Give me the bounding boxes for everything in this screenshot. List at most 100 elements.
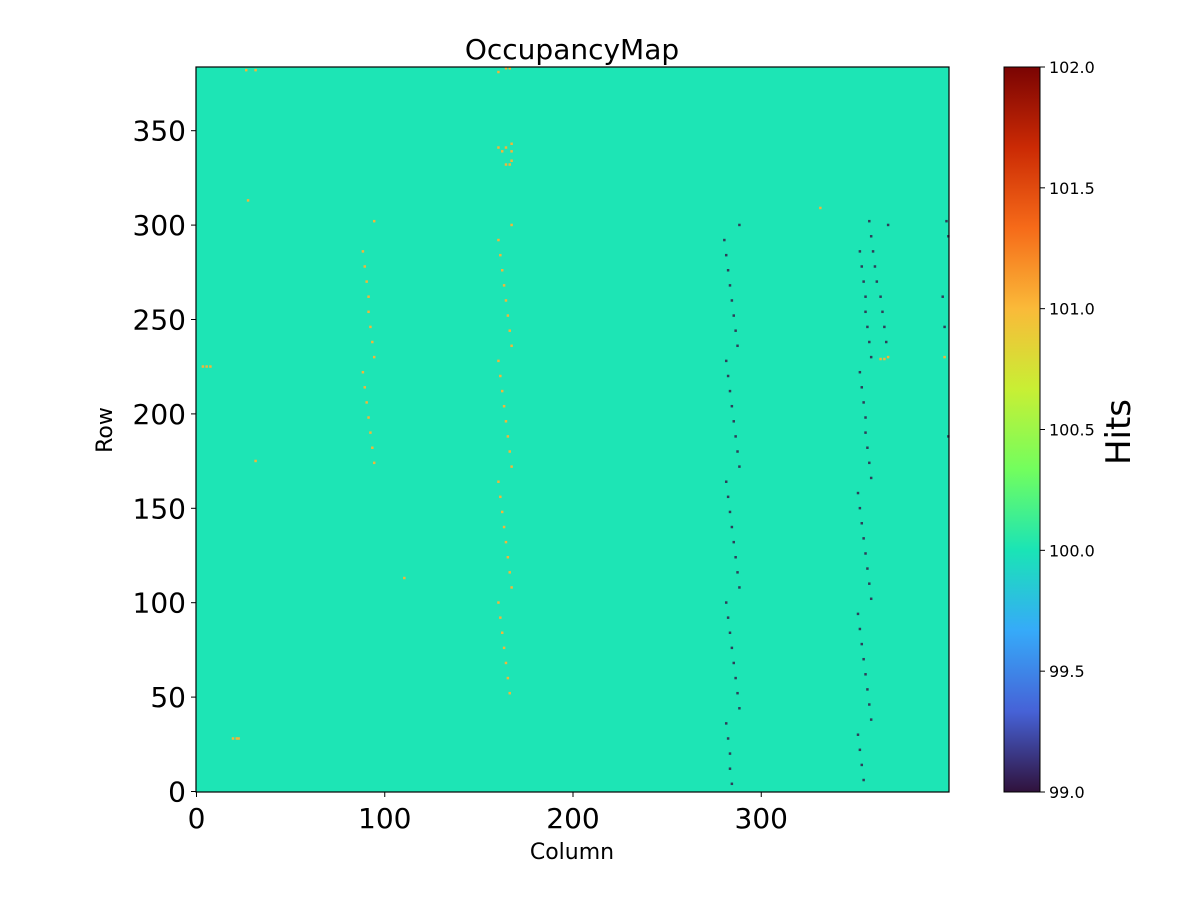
hot-pixel-high bbox=[497, 70, 500, 74]
hot-pixel-low bbox=[869, 235, 873, 238]
hot-pixel-high bbox=[246, 199, 250, 202]
hot-pixel-low bbox=[866, 567, 869, 570]
hot-pixel-high bbox=[371, 446, 374, 449]
hot-pixel-low bbox=[734, 329, 737, 332]
hot-pixel-low bbox=[864, 295, 867, 298]
x-tick-label: 200 bbox=[546, 802, 599, 835]
hot-pixel-high bbox=[201, 365, 205, 368]
hot-pixel-high bbox=[508, 691, 511, 695]
hot-pixel-low bbox=[728, 389, 732, 393]
hot-pixel-high bbox=[361, 250, 365, 253]
hot-pixel-low bbox=[860, 642, 864, 646]
y-tick-label: 350 bbox=[133, 115, 186, 148]
x-axis: 0 100 200 300 bbox=[188, 792, 788, 835]
hot-pixel-high bbox=[367, 416, 370, 419]
hot-pixel-high bbox=[502, 404, 506, 408]
hot-pixel-low bbox=[724, 480, 728, 483]
hot-pixel-high bbox=[365, 401, 368, 404]
hot-pixel-high bbox=[244, 68, 248, 72]
hot-pixel-low bbox=[860, 265, 864, 268]
hot-pixel-low bbox=[875, 280, 879, 283]
hot-pixel-high bbox=[504, 299, 508, 302]
hot-pixel-low bbox=[724, 253, 728, 257]
hot-pixel-low bbox=[858, 250, 862, 253]
hot-pixel-high bbox=[508, 163, 511, 166]
hot-pixel-low bbox=[869, 597, 873, 601]
y-tick-label: 100 bbox=[133, 587, 186, 620]
hot-pixel-low bbox=[858, 627, 862, 631]
hot-pixel-high bbox=[361, 370, 365, 374]
hot-pixel-high bbox=[231, 737, 235, 740]
hot-pixel-low bbox=[730, 299, 734, 302]
hot-pixel-low bbox=[860, 763, 864, 767]
hot-pixel-high bbox=[510, 344, 513, 348]
hot-pixel-low bbox=[873, 265, 877, 268]
hot-pixel-low bbox=[862, 537, 865, 540]
hot-pixel-low bbox=[732, 540, 735, 544]
hot-pixel-low bbox=[860, 522, 864, 525]
hot-pixel-low bbox=[947, 235, 950, 238]
hot-pixel-low bbox=[868, 340, 871, 344]
hot-pixel-high bbox=[506, 314, 510, 317]
y-tick-label: 200 bbox=[133, 398, 186, 431]
hot-pixel-high bbox=[499, 495, 502, 499]
heatmap-cells bbox=[201, 67, 950, 786]
hot-pixel-low bbox=[734, 555, 737, 559]
hot-pixel-low bbox=[730, 525, 734, 529]
hot-pixel-high bbox=[254, 459, 257, 463]
colorbar-tick-label: 101.0 bbox=[1049, 300, 1095, 319]
hot-pixel-low bbox=[728, 284, 732, 287]
hot-pixel-low bbox=[734, 676, 737, 680]
hot-pixel-low bbox=[728, 631, 732, 635]
hot-pixel-high bbox=[508, 450, 511, 453]
hot-pixel-high bbox=[508, 67, 511, 70]
colorbar-tick-label: 100.0 bbox=[1049, 541, 1095, 560]
hot-pixel-high bbox=[371, 340, 374, 344]
hot-pixel-high bbox=[367, 310, 370, 314]
hot-pixel-high bbox=[497, 601, 500, 604]
hot-pixel-low bbox=[884, 340, 888, 344]
hot-pixel-high bbox=[372, 219, 376, 223]
hot-pixel-low bbox=[886, 223, 890, 227]
hot-pixel-low bbox=[726, 616, 730, 619]
hot-pixel-low bbox=[723, 238, 726, 242]
hot-pixel-low bbox=[736, 571, 739, 574]
hot-pixel-low bbox=[869, 355, 873, 359]
hot-pixel-high bbox=[363, 265, 367, 268]
hot-pixel-low bbox=[860, 386, 864, 389]
y-tick-label: 250 bbox=[133, 303, 186, 336]
hot-pixel-low bbox=[868, 703, 871, 706]
y-tick-label: 50 bbox=[150, 681, 186, 714]
hot-pixel-high bbox=[506, 435, 510, 438]
hot-pixel-low bbox=[738, 465, 741, 468]
hot-pixel-high bbox=[502, 284, 506, 287]
colorbar-ticks: 99.0 99.5 100.0 100.5 101.0 101.5 102.0 bbox=[1040, 58, 1095, 802]
x-tick-label: 0 bbox=[188, 802, 206, 835]
hot-pixel-low bbox=[728, 752, 732, 755]
x-tick-label: 300 bbox=[735, 802, 788, 835]
hot-pixel-high bbox=[502, 525, 506, 529]
hot-pixel-low bbox=[943, 325, 946, 329]
hot-pixel-high bbox=[510, 465, 513, 468]
x-axis-label: Column bbox=[530, 840, 614, 865]
hot-pixel-low bbox=[864, 416, 867, 419]
hot-pixel-high bbox=[510, 150, 513, 153]
hot-pixel-high bbox=[510, 223, 513, 227]
y-tick-label: 150 bbox=[133, 492, 186, 525]
hot-pixel-high bbox=[363, 386, 367, 389]
hot-pixel-high bbox=[500, 631, 504, 635]
colorbar-tick-label: 100.5 bbox=[1049, 421, 1095, 440]
colorbar-label: Hits bbox=[1099, 399, 1139, 465]
plot-background bbox=[196, 67, 949, 792]
hot-pixel-low bbox=[864, 673, 867, 676]
hot-pixel-low bbox=[738, 586, 741, 589]
hot-pixel-low bbox=[864, 310, 867, 314]
hot-pixel-low bbox=[866, 688, 869, 691]
hot-pixel-high bbox=[879, 357, 882, 361]
hot-pixel-high bbox=[235, 737, 239, 740]
hot-pixel-high bbox=[372, 355, 376, 359]
hot-pixel-low bbox=[724, 722, 728, 725]
hot-pixel-high bbox=[365, 280, 368, 283]
hot-pixel-high bbox=[403, 576, 406, 580]
